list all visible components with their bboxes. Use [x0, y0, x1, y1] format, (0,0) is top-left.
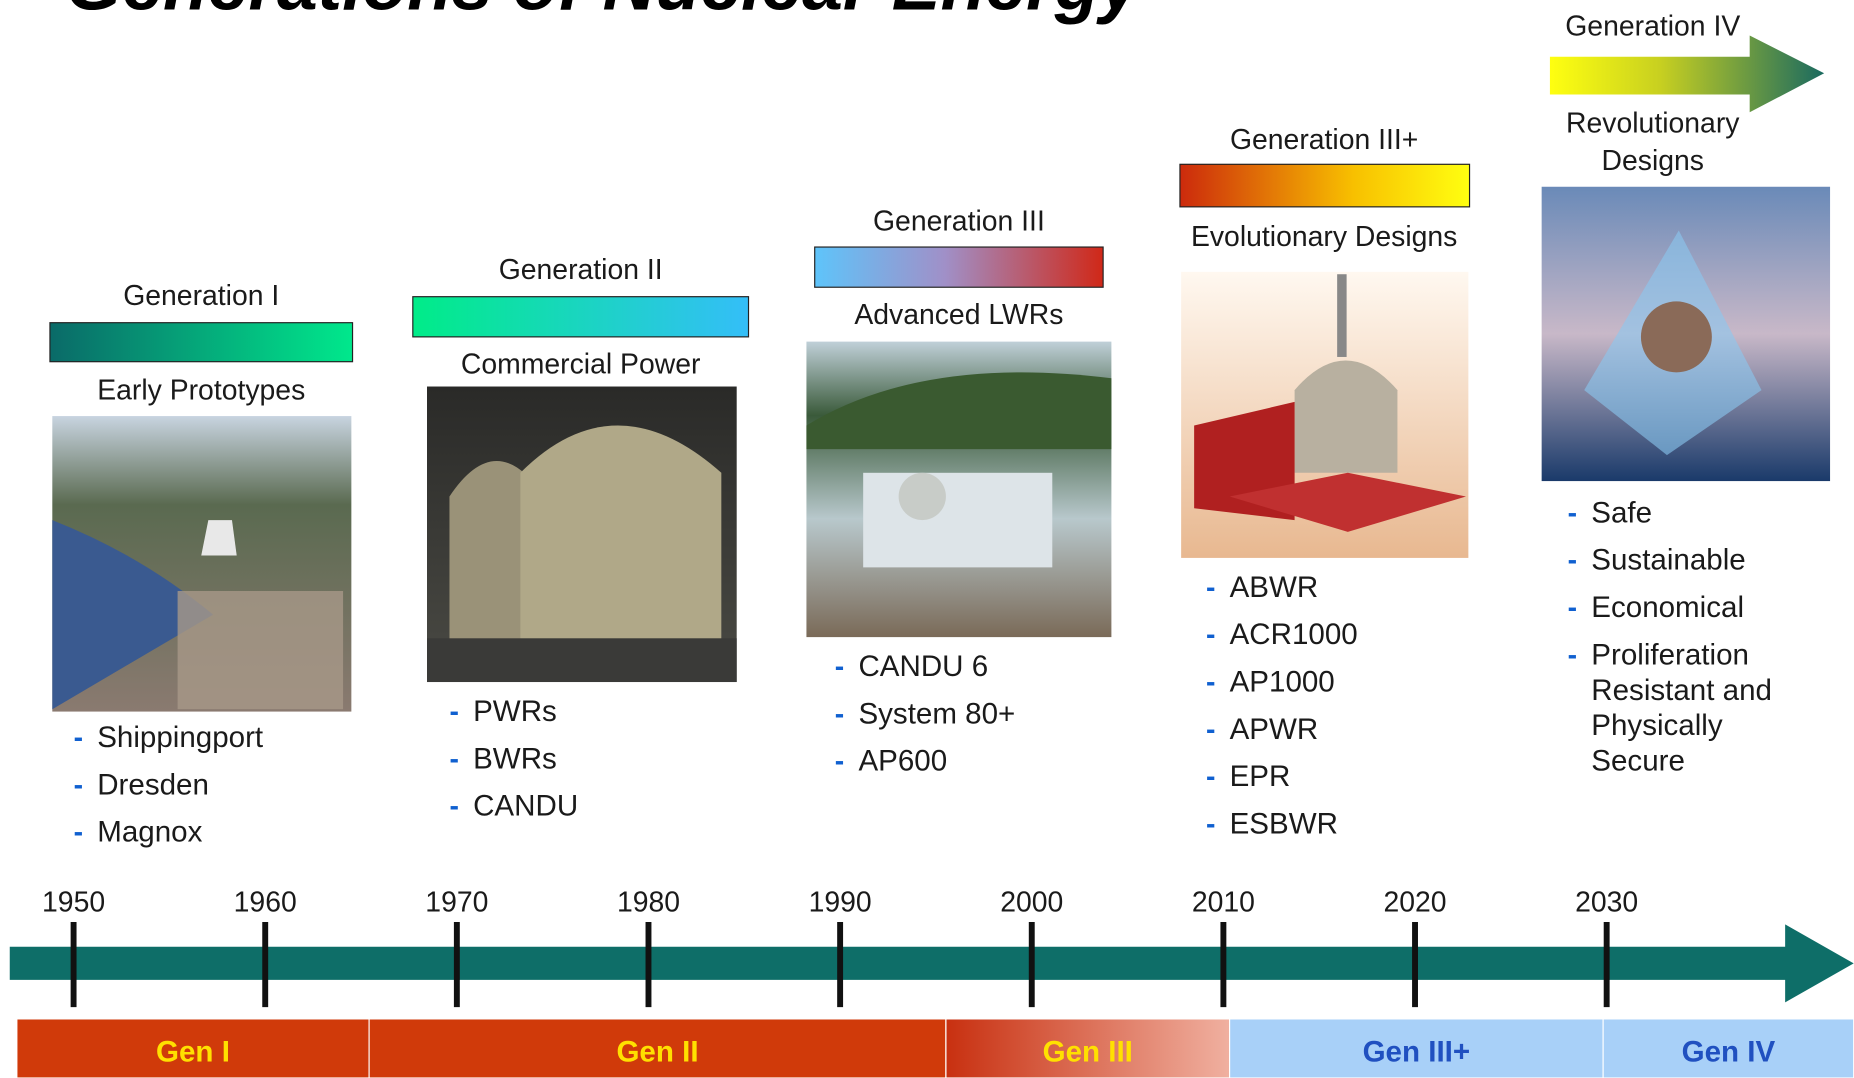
bullet: - — [1206, 666, 1215, 698]
list-item: System 80+ — [858, 697, 1015, 730]
generation-caption: Commercial Power — [461, 349, 701, 381]
generation-label: Generation I — [123, 280, 279, 312]
bullet: - — [449, 791, 458, 823]
era-label: Gen IV — [1682, 1035, 1776, 1068]
bullet: - — [835, 698, 844, 730]
bullet: - — [1568, 639, 1577, 671]
year-label: 1980 — [617, 886, 680, 918]
era-band — [945, 1018, 1231, 1078]
list-item: AP600 — [858, 745, 947, 778]
list-item: Economical — [1591, 591, 1744, 624]
era-label: Gen II — [616, 1035, 698, 1068]
list-item: CANDU 6 — [858, 650, 988, 683]
era-band — [368, 1018, 947, 1078]
timeline-arrow — [9, 924, 1854, 1003]
generation-caption: Advanced LWRs — [854, 299, 1063, 331]
photo-gen1 — [52, 416, 352, 712]
era-label: Gen III+ — [1363, 1035, 1471, 1068]
generation-bar — [1179, 163, 1471, 208]
generation-bar — [412, 296, 750, 338]
list-item: Secure — [1591, 745, 1685, 778]
year-label: 2000 — [1000, 886, 1063, 918]
list-item: AP1000 — [1230, 665, 1335, 698]
era-band — [16, 1018, 370, 1078]
bullet: - — [1568, 592, 1577, 624]
year-label: 1960 — [234, 886, 297, 918]
year-label: 2010 — [1192, 886, 1255, 918]
generation-label: Generation III — [873, 205, 1045, 237]
bullet: - — [1568, 497, 1577, 529]
list-item: Magnox — [97, 816, 202, 849]
photo-gen4 — [1541, 186, 1831, 482]
era-band — [1229, 1018, 1604, 1078]
year-label: 2020 — [1383, 886, 1446, 918]
era-label: Gen I — [156, 1035, 230, 1068]
bullet: - — [1568, 545, 1577, 577]
bullet: - — [1206, 572, 1215, 604]
list-item: CANDU — [473, 790, 578, 823]
bullet: - — [74, 817, 83, 849]
photo-gen3 — [806, 341, 1112, 638]
list-item: ESBWR — [1230, 807, 1338, 840]
list-item: ACR1000 — [1230, 618, 1358, 651]
bullet: - — [74, 722, 83, 754]
generation-label: Generation III+ — [1230, 124, 1418, 156]
list-item: APWR — [1230, 713, 1319, 746]
bullet: - — [835, 746, 844, 778]
list-item: Dresden — [97, 768, 209, 801]
generation-caption: Designs — [1602, 145, 1704, 177]
list-item: EPR — [1230, 760, 1291, 793]
bullet: - — [835, 651, 844, 683]
list-item: Safe — [1591, 496, 1652, 529]
generation-bar — [49, 322, 354, 363]
bullet: - — [1206, 761, 1215, 793]
list-item: ABWR — [1230, 571, 1319, 604]
generation-bar — [814, 246, 1104, 288]
title: Generations of Nuclear Energy — [65, 0, 1143, 25]
list-item: Resistant and — [1591, 674, 1772, 707]
generation-label: Generation II — [499, 254, 663, 286]
year-label: 1990 — [809, 886, 872, 918]
era-band — [1602, 1018, 1854, 1078]
year-label: 1950 — [42, 886, 105, 918]
list-item: Sustainable — [1591, 544, 1745, 577]
list-item: BWRs — [473, 742, 557, 775]
bullet: - — [74, 769, 83, 801]
bullet: - — [1206, 808, 1215, 840]
generation-label: Generation IV — [1565, 10, 1740, 42]
bullet: - — [449, 696, 458, 728]
list-item: Shippingport — [97, 721, 263, 754]
bullet: - — [1206, 714, 1215, 746]
generation-caption: Revolutionary — [1566, 107, 1740, 139]
year-label: 2030 — [1575, 886, 1638, 918]
list-item: Physically — [1591, 709, 1723, 742]
photo-gen2 — [427, 386, 737, 683]
generation-caption: Evolutionary Designs — [1191, 221, 1457, 253]
bullet: - — [449, 743, 458, 775]
photo-gen3plus — [1181, 271, 1469, 558]
generation-arrow — [1549, 35, 1825, 113]
list-item: PWRs — [473, 695, 557, 728]
list-item: Proliferation — [1591, 638, 1749, 671]
bullet: - — [1206, 619, 1215, 651]
era-label: Gen III — [1043, 1035, 1133, 1068]
year-label: 1970 — [425, 886, 488, 918]
generation-caption: Early Prototypes — [97, 375, 305, 407]
